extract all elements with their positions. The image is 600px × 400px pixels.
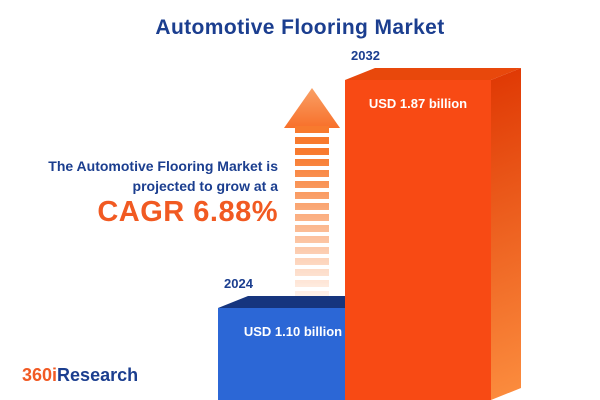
- bar-2032-side-face: [491, 68, 521, 400]
- brand-logo-prefix: 360i: [22, 365, 58, 385]
- bar-2024-front-face: [218, 308, 368, 400]
- arrow-shaft: [295, 126, 329, 302]
- annotation-line-2: projected to grow at a: [132, 178, 278, 194]
- brand-logo-suffix: Research: [57, 365, 139, 385]
- bar-2032-value-label: USD 1.87 billion: [368, 96, 468, 111]
- cagr-value: CAGR 6.88%: [97, 196, 278, 228]
- growth-annotation: The Automotive Flooring Market is projec…: [20, 156, 278, 228]
- bar-2024-category-label: 2024: [224, 276, 253, 291]
- page-title: Automotive Flooring Market: [155, 16, 445, 39]
- bar-2032-category-label: 2032: [351, 48, 380, 63]
- bar-2024: 2024 USD 1.10 billion: [218, 276, 399, 400]
- brand-logo: 360iResearch: [22, 365, 138, 386]
- bar-2032: 2032 USD 1.87 billion: [345, 48, 522, 400]
- bar-2024-value-label: USD 1.10 billion: [243, 324, 343, 339]
- annotation-line-1: The Automotive Flooring Market is: [48, 158, 278, 174]
- growth-arrow: [284, 88, 340, 302]
- bar-2032-front-face: [345, 80, 491, 400]
- arrow-up-icon: [284, 88, 340, 128]
